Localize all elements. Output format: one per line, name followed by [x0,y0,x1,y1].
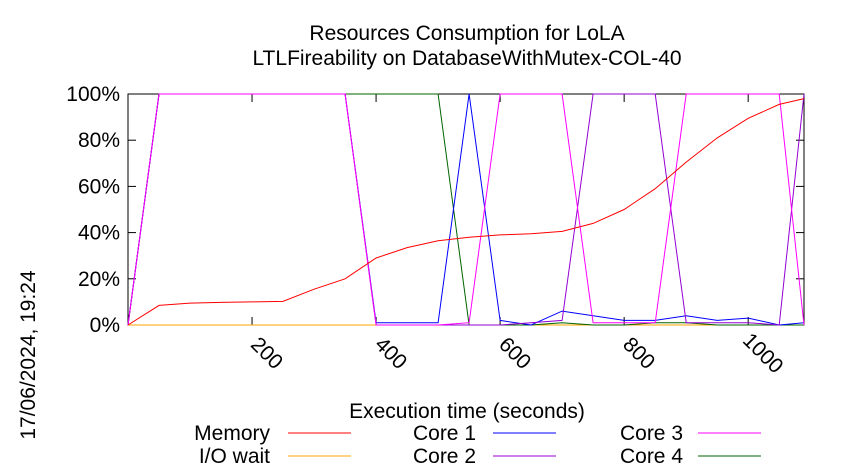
plot-frame [127,93,805,326]
legend-label-core-2: Core 2 [413,445,476,468]
timestamp-label: 17/06/2024, 19:24 [17,270,40,440]
chart-title: Resources Consumption for LoLA [309,22,624,45]
legend-label-memory: Memory [194,422,270,445]
legend-label-core-3: Core 3 [620,422,683,445]
y-tick-label: 20% [78,268,120,291]
series-line-core-3 [127,93,805,326]
x-axis-label: Execution time (seconds) [349,400,585,423]
legend-label-i-o-wait: I/O wait [199,445,270,468]
series-line-core-4 [127,93,804,326]
y-tick-label: 40% [78,222,120,245]
y-tick-label: 60% [78,175,120,198]
x-tick-label: 200 [246,333,287,374]
y-tick-label: 80% [78,129,120,152]
legend-label-core-1: Core 1 [413,422,476,445]
series-line-core-2 [127,93,805,326]
plot-area: 0% 20% 40% 60% 80% 100% 200 400 600 800 1000 [66,83,805,378]
series-line-core-1 [127,93,805,326]
y-tick-label: 0% [90,314,120,337]
series-line-memory [127,98,805,326]
x-tick-label: 600 [494,333,535,374]
y-tick-label: 100% [66,83,120,106]
x-tick-label: 800 [618,333,659,374]
chart-subtitle: LTLFireability on DatabaseWithMutex-COL-… [252,47,681,70]
x-tick-label: 1000 [738,329,787,378]
legend-label-core-4: Core 4 [620,445,683,468]
x-tick-label: 400 [370,333,411,374]
